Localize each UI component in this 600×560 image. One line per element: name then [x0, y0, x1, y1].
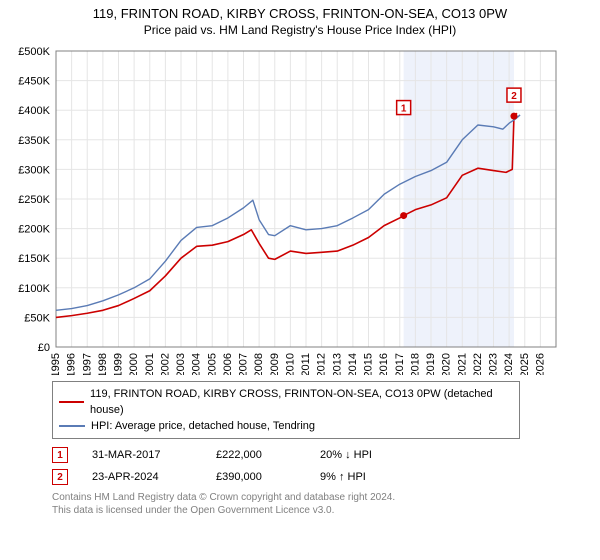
legend-item: 119, FRINTON ROAD, KIRBY CROSS, FRINTON-… [59, 386, 513, 418]
chart-container: 119, FRINTON ROAD, KIRBY CROSS, FRINTON-… [0, 0, 600, 523]
svg-text:£350K: £350K [18, 135, 50, 147]
legend: 119, FRINTON ROAD, KIRBY CROSS, FRINTON-… [52, 381, 520, 439]
event-marker-icon: 2 [52, 469, 68, 485]
svg-text:£500K: £500K [18, 46, 50, 58]
event-pct: 9% ↑ HPI [320, 471, 430, 483]
svg-text:2: 2 [511, 91, 517, 102]
svg-text:£450K: £450K [18, 76, 50, 88]
svg-text:2021: 2021 [456, 353, 468, 375]
svg-text:£300K: £300K [18, 164, 50, 176]
svg-text:2004: 2004 [191, 353, 203, 375]
legend-swatch [59, 425, 85, 427]
svg-text:2003: 2003 [175, 353, 187, 375]
svg-text:£100K: £100K [18, 283, 50, 295]
svg-text:1995: 1995 [50, 353, 62, 375]
svg-text:£400K: £400K [18, 105, 50, 117]
legend-swatch [59, 401, 84, 403]
svg-text:2015: 2015 [363, 353, 375, 375]
event-price: £222,000 [216, 449, 296, 461]
svg-text:£250K: £250K [18, 194, 50, 206]
legend-item: HPI: Average price, detached house, Tend… [59, 418, 513, 434]
svg-text:2022: 2022 [472, 353, 484, 375]
svg-text:£0: £0 [38, 342, 50, 354]
svg-text:2023: 2023 [488, 353, 500, 375]
chart-area: £0 £50K £100K £150K £200K £250K £300K £350K £400… [10, 45, 590, 375]
event-price: £390,000 [216, 471, 296, 483]
svg-text:2000: 2000 [128, 353, 140, 375]
svg-text:1999: 1999 [113, 353, 125, 375]
event-row: 1 31-MAR-2017 £222,000 20% ↓ HPI [52, 447, 590, 463]
svg-text:£150K: £150K [18, 253, 50, 265]
event-row: 2 23-APR-2024 £390,000 9% ↑ HPI [52, 469, 590, 485]
chart-title: 119, FRINTON ROAD, KIRBY CROSS, FRINTON-… [10, 6, 590, 21]
svg-text:2005: 2005 [206, 353, 218, 375]
event-marker-icon: 1 [52, 447, 68, 463]
svg-text:2016: 2016 [378, 353, 390, 375]
footer-line-1: Contains HM Land Registry data © Crown c… [52, 491, 590, 504]
svg-text:2009: 2009 [269, 353, 281, 375]
svg-text:2010: 2010 [284, 353, 296, 375]
svg-text:2019: 2019 [425, 353, 437, 375]
svg-text:1996: 1996 [66, 353, 78, 375]
svg-text:2011: 2011 [300, 353, 312, 375]
svg-text:2017: 2017 [394, 353, 406, 375]
line-chart-svg: £0 £50K £100K £150K £200K £250K £300K £350K £400… [10, 45, 570, 375]
event-date: 23-APR-2024 [92, 471, 192, 483]
footer-line-2: This data is licensed under the Open Gov… [52, 504, 590, 517]
legend-label: HPI: Average price, detached house, Tend… [91, 418, 315, 434]
svg-text:2018: 2018 [409, 353, 421, 375]
svg-text:1998: 1998 [97, 353, 109, 375]
svg-text:2012: 2012 [316, 353, 328, 375]
event-date: 31-MAR-2017 [92, 449, 192, 461]
svg-text:£50K: £50K [24, 312, 50, 324]
legend-label: 119, FRINTON ROAD, KIRBY CROSS, FRINTON-… [90, 386, 513, 418]
svg-text:2013: 2013 [331, 353, 343, 375]
svg-text:2020: 2020 [441, 353, 453, 375]
svg-text:2024: 2024 [503, 353, 515, 375]
svg-text:2026: 2026 [534, 353, 546, 375]
svg-text:2014: 2014 [347, 353, 359, 375]
svg-text:2007: 2007 [238, 353, 250, 375]
chart-subtitle: Price paid vs. HM Land Registry's House … [10, 23, 590, 37]
footer-attribution: Contains HM Land Registry data © Crown c… [52, 491, 590, 517]
svg-text:1997: 1997 [81, 353, 93, 375]
svg-text:£200K: £200K [18, 224, 50, 236]
svg-text:2001: 2001 [144, 353, 156, 375]
svg-text:2008: 2008 [253, 353, 265, 375]
event-pct: 20% ↓ HPI [320, 449, 430, 461]
svg-text:2006: 2006 [222, 353, 234, 375]
svg-text:2025: 2025 [519, 353, 531, 375]
svg-text:2002: 2002 [159, 353, 171, 375]
svg-text:1: 1 [401, 104, 407, 115]
event-list: 1 31-MAR-2017 £222,000 20% ↓ HPI 2 23-APR-202… [52, 447, 590, 485]
